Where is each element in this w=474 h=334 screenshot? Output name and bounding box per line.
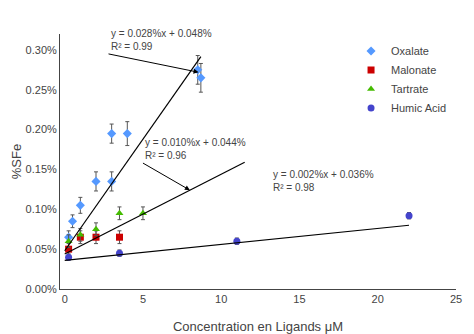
svg-text:0.25%: 0.25% bbox=[26, 84, 57, 96]
svg-text:10: 10 bbox=[215, 293, 227, 305]
svg-text:20: 20 bbox=[372, 293, 384, 305]
svg-text:Humic Acid: Humic Acid bbox=[391, 102, 446, 114]
svg-text:0.00%: 0.00% bbox=[26, 283, 57, 295]
svg-text:0.05%: 0.05% bbox=[26, 243, 57, 255]
svg-text:0.30%: 0.30% bbox=[26, 44, 57, 56]
svg-text:%SFe: %SFe bbox=[9, 144, 24, 179]
svg-text:25: 25 bbox=[450, 293, 462, 305]
svg-text:0.20%: 0.20% bbox=[26, 123, 57, 135]
svg-text:15: 15 bbox=[293, 293, 305, 305]
svg-text:Concentration en Ligands μM: Concentration en Ligands μM bbox=[173, 319, 343, 334]
svg-text:0.15%: 0.15% bbox=[26, 163, 57, 175]
svg-text:y = 0.028%x + 0.048%R² = 0.99: y = 0.028%x + 0.048%R² = 0.99 bbox=[111, 28, 212, 52]
svg-text:0: 0 bbox=[62, 293, 68, 305]
svg-text:Tartrate: Tartrate bbox=[391, 83, 428, 95]
svg-text:Malonate: Malonate bbox=[391, 64, 436, 76]
svg-text:5: 5 bbox=[140, 293, 146, 305]
svg-text:0.10%: 0.10% bbox=[26, 203, 57, 215]
svg-text:Oxalate: Oxalate bbox=[391, 45, 429, 57]
svg-text:y = 0.002%x + 0.036%R² = 0.98: y = 0.002%x + 0.036%R² = 0.98 bbox=[273, 169, 374, 193]
svg-text:y = 0.010%x + 0.044%R² = 0.96: y = 0.010%x + 0.044%R² = 0.96 bbox=[145, 137, 246, 161]
